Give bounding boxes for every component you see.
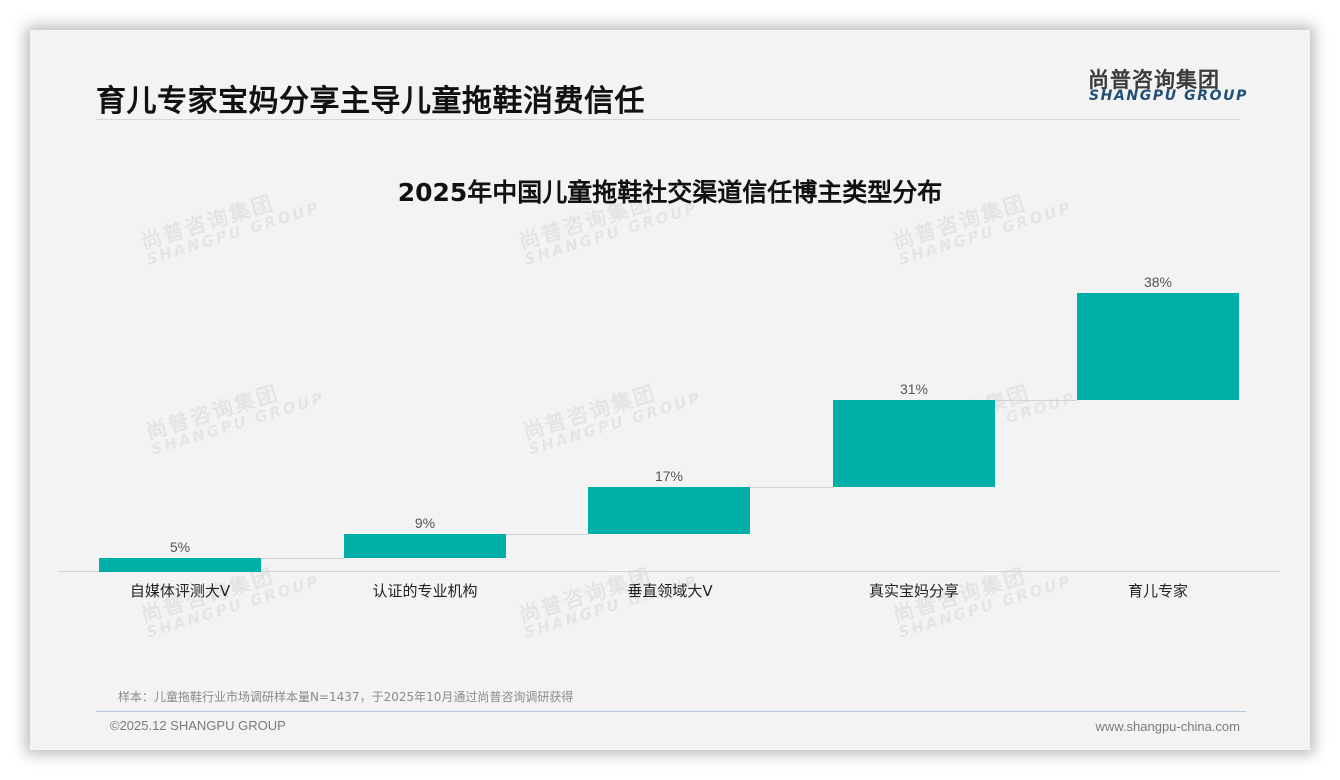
connector-line (261, 558, 344, 559)
category-label: 自媒体评测大V (129, 582, 231, 600)
bar (344, 534, 506, 558)
bar-value-label: 31% (899, 381, 929, 397)
bar (833, 400, 995, 487)
category-label: 认证的专业机构 (372, 582, 478, 600)
logo-english: SHANGPU GROUP (1089, 88, 1248, 104)
website-url: www.shangpu-china.com (1095, 719, 1240, 734)
title-divider (96, 119, 1240, 120)
connector-line (506, 534, 588, 535)
chart-title: 2025年中国儿童拖鞋社交渠道信任博主类型分布 (397, 178, 943, 207)
bar (588, 487, 750, 534)
bar (1077, 293, 1239, 400)
bar-value-label: 5% (169, 539, 191, 555)
footer-divider (96, 711, 1246, 712)
category-label: 育儿专家 (1127, 582, 1188, 600)
bar-value-label: 17% (654, 468, 684, 484)
logo-chinese: 尚普咨询集团 (1088, 68, 1220, 92)
copyright: ©2025.12 SHANGPU GROUP (110, 718, 286, 733)
sample-note: 样本：儿童拖鞋行业市场调研样本量N=1437，于2025年10月通过尚普咨询调研… (118, 690, 574, 704)
category-label: 真实宝妈分享 (868, 582, 959, 600)
connector-line (750, 487, 833, 488)
bar (99, 558, 261, 572)
slide-title: 育儿专家宝妈分享主导儿童拖鞋消费信任 (96, 84, 645, 119)
category-label: 垂直领域大V (627, 582, 713, 600)
connector-line (995, 400, 1077, 401)
bar-value-label: 38% (1143, 274, 1173, 290)
bar-value-label: 9% (414, 515, 436, 531)
slide: 育儿专家宝妈分享主导儿童拖鞋消费信任 尚普咨询集团 SHANGPU GROUP … (30, 30, 1310, 750)
x-axis-line (58, 571, 1280, 572)
